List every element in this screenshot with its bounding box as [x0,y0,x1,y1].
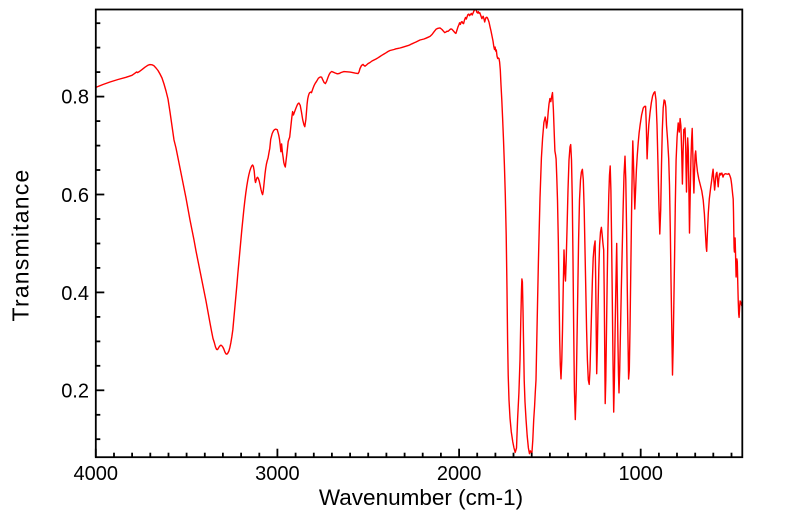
svg-text:0.8: 0.8 [61,87,89,109]
svg-text:4000: 4000 [74,463,119,485]
svg-text:0.4: 0.4 [61,283,89,305]
svg-text:Wavenumber (cm-1): Wavenumber (cm-1) [319,485,523,510]
svg-text:Transmitance: Transmitance [8,169,34,322]
svg-text:1000: 1000 [618,463,663,485]
svg-text:2000: 2000 [437,463,482,485]
svg-text:3000: 3000 [255,463,300,485]
svg-text:0.2: 0.2 [61,381,89,403]
svg-text:0.6: 0.6 [61,185,89,207]
